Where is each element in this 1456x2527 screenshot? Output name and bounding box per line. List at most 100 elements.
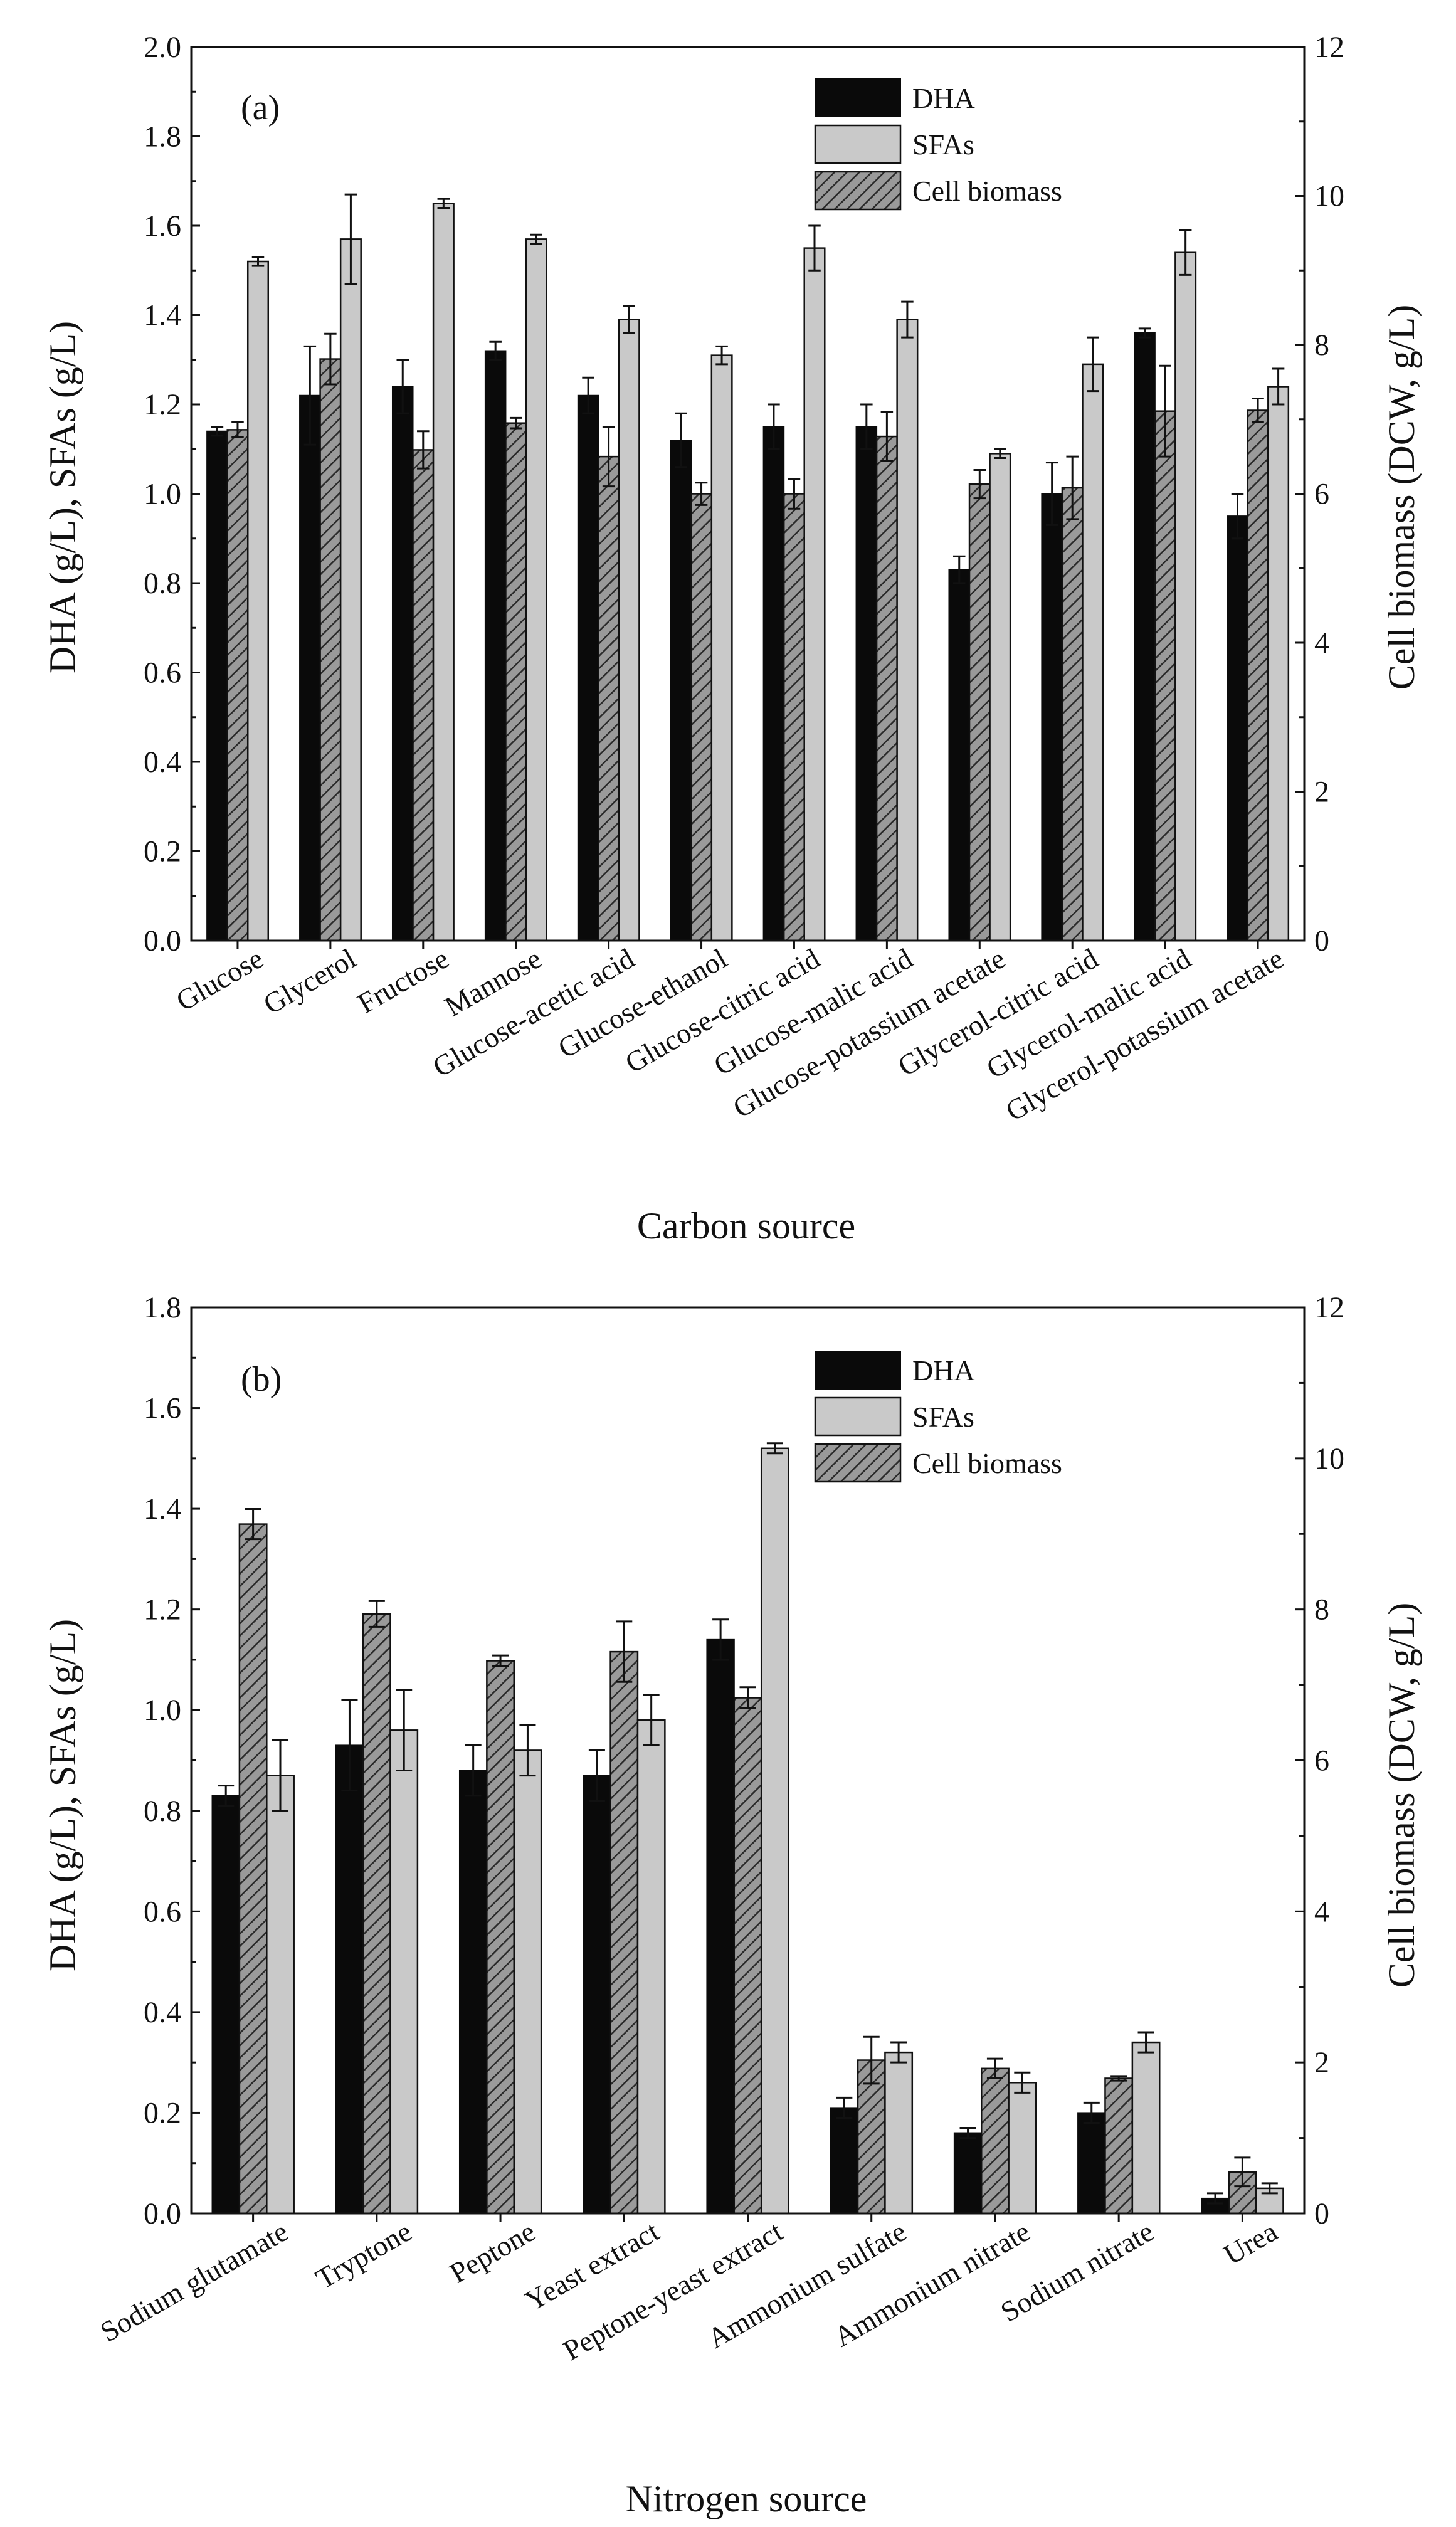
panel-a-bar-cell-biomass-glycerol bbox=[319, 358, 342, 942]
panel-a-bar-dha-glycerol-citric-acid bbox=[1041, 493, 1063, 941]
panel-b-ytick-label-left: 0.0 bbox=[144, 2197, 181, 2230]
panel-a-ytick-label-right: 12 bbox=[1314, 31, 1344, 64]
panel-a-ytick-label-left: 0.8 bbox=[144, 567, 181, 600]
panel-a-category-label: Glycerol bbox=[258, 942, 361, 1020]
panel-a-bar-cell-biomass-glucose-malic-acid bbox=[875, 435, 898, 942]
panel-a-ytick-label-left: 0.4 bbox=[144, 746, 181, 779]
panel-a-bar-cell-biomass-glycerol-potassium-acetate bbox=[1247, 409, 1269, 942]
panel-a-plot-frame bbox=[190, 46, 1306, 942]
panel-b-ytick-label-left: 1.6 bbox=[144, 1392, 181, 1425]
panel-b-ytick-label-right: 8 bbox=[1314, 1593, 1329, 1627]
panel-b-bar-sfas-sodium-glutamate bbox=[266, 1775, 295, 2215]
panel-b-plot: 0.0 0.2 0.4 0.6 0.8 1.0 1.2 1.4 1.6 1.8 0 2 4 6 8 10 12 S… bbox=[95, 1291, 1344, 2366]
panel-a-legend-label-cell-biomass: Cell biomass bbox=[912, 175, 1062, 207]
panel-b-bar-dha-ammonium-nitrate bbox=[953, 2132, 983, 2215]
panel-b-bar-cell-biomass-ammonium-sulfate bbox=[857, 2059, 886, 2215]
panel-a-bar-cell-biomass-glucose-ethanol bbox=[690, 493, 713, 942]
panel-a-bar-cell-biomass-glucose-citric-acid bbox=[783, 493, 805, 942]
panel-b-ylabel-left: DHA (g/L), SFAs (g/L) bbox=[42, 1619, 83, 1971]
panel-a-bar-dha-glycerol bbox=[299, 394, 321, 941]
panel-b-ytick-label-left: 0.4 bbox=[144, 1996, 181, 2029]
panel-b-bar-sfas-peptone-yeast-extract bbox=[760, 1447, 789, 2215]
panel-b-bar-dha-yeast-extract bbox=[583, 1775, 611, 2214]
panel-a-plot: 0.0 0.2 0.4 0.6 0.8 1.0 1.2 1.4 1.6 1.8 2.0 0 2 4 6 8 10… bbox=[144, 31, 1344, 1127]
panel-b-bar-dha-ammonium-sulfate bbox=[830, 2107, 859, 2215]
panel-a-category-label: Fructose bbox=[352, 942, 454, 1019]
panel-b-ylabel-right: Cell biomass (DCW, g/L) bbox=[1381, 1603, 1422, 1988]
panel-a-ytick-label-right: 2 bbox=[1314, 776, 1329, 809]
panel-a-bar-sfas-fructose bbox=[432, 203, 455, 942]
panel-a-legend-label-sfas: SFAs bbox=[912, 129, 974, 161]
panel-b-bar-dha-peptone bbox=[458, 1770, 488, 2215]
panel-b-category-label: Urea bbox=[1218, 2215, 1283, 2271]
panel-b-category-label: Sodium glutamate bbox=[95, 2215, 293, 2348]
panel-a-bar-dha-glucose bbox=[206, 430, 228, 941]
panel-a-ytick-label-left: 0.0 bbox=[144, 924, 181, 958]
panel-b-bar-sfas-ammonium-sulfate bbox=[884, 2051, 914, 2215]
panel-a-bar-dha-glycerol-malic-acid bbox=[1134, 332, 1156, 941]
panel-b-bar-cell-biomass-sodium-glutamate bbox=[238, 1523, 268, 2215]
panel-a-ytick-label-right: 10 bbox=[1314, 180, 1344, 213]
panel-b-ytick-label-right: 10 bbox=[1314, 1442, 1344, 1475]
panel-a-bar-cell-biomass-glucose-acetic-acid bbox=[598, 455, 620, 942]
panel-b-ytick-label-left: 1.4 bbox=[144, 1492, 181, 1526]
panel-b-bar-cell-biomass-yeast-extract bbox=[609, 1650, 639, 2215]
panel-b-ytick-label-right: 4 bbox=[1314, 1895, 1329, 1928]
panel-a-bar-dha-glucose-citric-acid bbox=[762, 426, 785, 941]
panel-b-category-label: Peptone bbox=[444, 2215, 541, 2289]
panel-a-bar-sfas-glucose-ethanol bbox=[710, 354, 733, 942]
panel-a-bar-sfas-glucose-malic-acid bbox=[896, 319, 919, 942]
panel-a-bar-cell-biomass-glucose-potassium-acetate bbox=[968, 483, 991, 942]
panel-b-bar-cell-biomass-ammonium-nitrate bbox=[981, 2067, 1010, 2215]
panel-a-legend-label-dha: DHA bbox=[912, 82, 975, 114]
panel-a-ytick-label-left: 2.0 bbox=[144, 31, 181, 64]
panel-a-ylabel-left: DHA (g/L), SFAs (g/L) bbox=[42, 321, 83, 673]
panel-a-bar-dha-glucose-acetic-acid bbox=[577, 394, 599, 941]
panel-b-bar-cell-biomass-sodium-nitrate bbox=[1104, 2077, 1134, 2215]
panel-b-ytick-label-right: 12 bbox=[1314, 1291, 1344, 1324]
panel-b-legend-label-cell-biomass: Cell biomass bbox=[912, 1447, 1062, 1479]
panel-b-ytick-label-left: 0.2 bbox=[144, 2096, 181, 2129]
panel-b-legend-swatch-dha bbox=[815, 1351, 901, 1390]
panel-a-ytick-label-left: 1.8 bbox=[144, 120, 181, 154]
panel-a-bar-dha-glucose-ethanol bbox=[670, 440, 692, 941]
panel-b-category-label: Tryptone bbox=[310, 2215, 417, 2295]
panel-b-ytick-label-left: 1.0 bbox=[144, 1694, 181, 1727]
panel-a-category-label: Glucose bbox=[171, 942, 268, 1017]
panel-b-category-label: Ammonium sulfate bbox=[702, 2215, 912, 2354]
panel-b-ytick-label-left: 1.2 bbox=[144, 1593, 181, 1627]
panel-b-bar-sfas-ammonium-nitrate bbox=[1008, 2082, 1037, 2215]
panel-a-bar-sfas-glycerol-potassium-acetate bbox=[1267, 386, 1290, 942]
panel-b-bar-cell-biomass-peptone bbox=[486, 1660, 515, 2215]
panel-a-legend-swatch-dha bbox=[815, 78, 901, 117]
panel-b-legend-label-sfas: SFAs bbox=[912, 1401, 974, 1433]
panel-a-bar-cell-biomass-glucose bbox=[226, 429, 249, 942]
panel-a-bar-sfas-glucose-acetic-acid bbox=[618, 319, 640, 942]
panel-a-ytick-label-left: 1.0 bbox=[144, 478, 181, 511]
panel-b-ytick-label-right: 6 bbox=[1314, 1744, 1329, 1778]
panel-b-bar-sfas-tryptone bbox=[389, 1729, 419, 2215]
panel-b-legend-swatch-sfas bbox=[814, 1396, 902, 1437]
panel-b-legend-swatch-cell-biomass bbox=[814, 1443, 902, 1483]
panel-b-bar-dha-tryptone bbox=[335, 1744, 364, 2215]
panel-a-bar-dha-mannose bbox=[484, 350, 507, 941]
panel-a-ytick-label-left: 1.6 bbox=[144, 209, 181, 243]
panel-a-legend-swatch-sfas bbox=[814, 124, 902, 164]
panel-b-bar-dha-peptone-yeast-extract bbox=[706, 1638, 735, 2214]
panel-a-ytick-label-left: 0.6 bbox=[144, 657, 181, 690]
panel-a-bar-sfas-glucose bbox=[246, 260, 270, 942]
panel-b-bar-sfas-peptone bbox=[513, 1749, 542, 2215]
panel-a-bar-cell-biomass-mannose bbox=[505, 422, 527, 942]
panel-b-bar-cell-biomass-peptone-yeast-extract bbox=[733, 1697, 762, 2215]
panel-b-category-label: Peptone-yeast extract bbox=[557, 2215, 788, 2366]
panel-b-bar-sfas-sodium-nitrate bbox=[1131, 2041, 1161, 2215]
panel-a-bar-sfas-glucose-potassium-acetate bbox=[989, 453, 1011, 942]
panel-a-bar-sfas-glycerol-malic-acid bbox=[1174, 251, 1197, 942]
panel-a-bar-dha-fructose bbox=[391, 386, 414, 941]
panel-a-ytick-label-left: 1.4 bbox=[144, 299, 181, 332]
panel-a-ylabel-right: Cell biomass (DCW, g/L) bbox=[1381, 305, 1422, 690]
panel-b-ytick-label-right: 2 bbox=[1314, 2046, 1329, 2079]
panel-b-ytick-label-left: 0.6 bbox=[144, 1895, 181, 1928]
